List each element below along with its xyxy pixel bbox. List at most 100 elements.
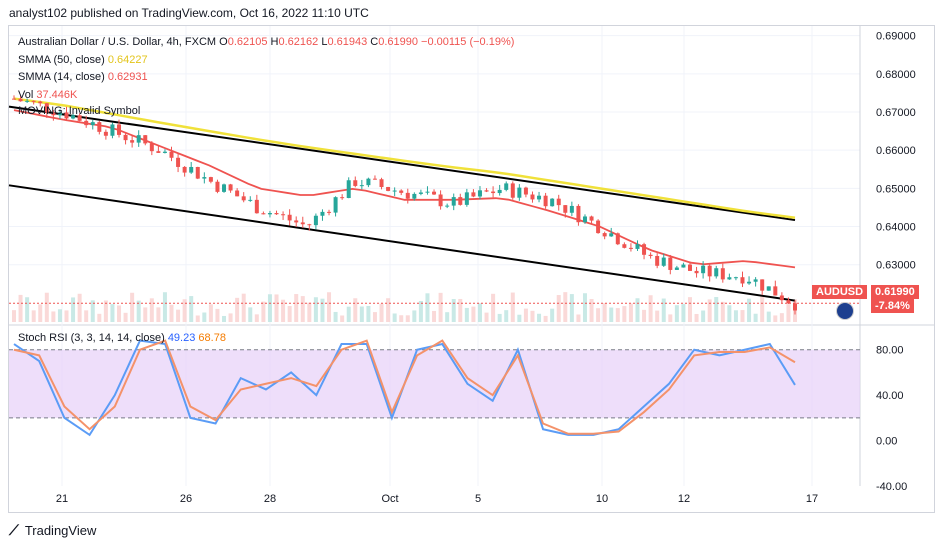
candle-body xyxy=(405,192,410,199)
candle-body xyxy=(412,193,417,199)
candle-body xyxy=(18,98,23,102)
candle-body xyxy=(648,254,653,256)
volume-bar xyxy=(418,300,423,322)
candle-body xyxy=(340,197,345,199)
candle-body xyxy=(589,216,594,221)
time-tick-label: 21 xyxy=(56,493,68,505)
volume-bar xyxy=(563,292,568,322)
candle-body xyxy=(747,281,752,284)
volume-bar xyxy=(287,306,292,322)
time-tick-label: Oct xyxy=(381,493,398,505)
candle-body xyxy=(786,300,791,304)
volume-bar xyxy=(642,309,647,322)
channel-upper-line xyxy=(8,105,796,222)
volume-bar xyxy=(727,305,732,322)
candle-body xyxy=(530,194,535,200)
price-tick-label: 0.65000 xyxy=(876,183,916,195)
candle-body xyxy=(471,192,476,197)
volume-bar xyxy=(464,307,469,322)
candle-body xyxy=(235,190,240,197)
candle-body xyxy=(333,197,338,213)
open-label: O xyxy=(219,36,228,48)
volume-bar xyxy=(25,297,30,322)
time-tick-label: 5 xyxy=(475,493,481,505)
volume-bar xyxy=(333,311,338,322)
volume-bar xyxy=(18,294,23,322)
candle-body xyxy=(38,101,43,104)
candle-body xyxy=(497,189,502,194)
candle-body xyxy=(241,196,246,201)
volume-bar xyxy=(136,300,141,322)
candle-body xyxy=(432,191,437,195)
smma50-legend: SMMA (50, close) 0.64227 xyxy=(18,54,148,66)
candle-body xyxy=(517,187,522,198)
candle-body xyxy=(386,187,391,191)
tradingview-logo[interactable]: ⟋ TradingView xyxy=(9,522,96,539)
candle-body xyxy=(215,181,220,192)
volume-bar xyxy=(110,304,115,322)
volume-bar xyxy=(235,297,240,322)
candle-body xyxy=(766,286,771,291)
volume-bar xyxy=(202,312,207,322)
candle-body xyxy=(760,279,765,291)
volume-bar xyxy=(281,299,286,322)
candle-body xyxy=(130,140,135,143)
candle-body xyxy=(51,112,56,116)
moving-label: MOVING: Invalid Symbol xyxy=(18,105,141,117)
candle-body xyxy=(327,211,332,213)
candle-body xyxy=(727,277,732,280)
candle-body xyxy=(491,191,496,194)
candle-body xyxy=(687,264,692,271)
candle-body xyxy=(294,220,299,223)
candle-body xyxy=(582,216,587,223)
volume-bar xyxy=(707,299,712,322)
stoch-tick-label: 40.00 xyxy=(876,390,904,402)
volume-bar xyxy=(90,300,95,322)
volume-bar xyxy=(320,298,325,322)
candle-body xyxy=(202,177,207,179)
time-tick-label: 28 xyxy=(264,493,276,505)
volume-bar xyxy=(182,299,187,322)
candle-body xyxy=(64,112,69,119)
volume-bar xyxy=(720,301,725,322)
smma50-value: 0.64227 xyxy=(107,54,148,66)
volume-bar xyxy=(228,313,233,322)
candle-body xyxy=(274,213,279,215)
stoch-tick-label: 80.00 xyxy=(876,345,904,357)
volume-bar xyxy=(537,313,542,322)
volume-bar xyxy=(661,298,666,322)
price-tick-label: 0.64000 xyxy=(876,222,916,234)
low-value: 0.61943 xyxy=(327,36,368,48)
candle-body xyxy=(281,214,286,216)
candle-body xyxy=(123,134,128,141)
candle-body xyxy=(353,180,358,186)
candle-body xyxy=(550,198,555,207)
candle-body xyxy=(733,277,738,279)
candle-body xyxy=(182,166,187,173)
candle-body xyxy=(602,233,607,237)
candle-body xyxy=(681,264,686,268)
volume-bar xyxy=(327,292,332,322)
candle-body xyxy=(307,224,312,226)
candle-body xyxy=(694,270,699,274)
volume-bar xyxy=(753,313,758,322)
volume-bar xyxy=(451,299,456,322)
volume-bar xyxy=(399,315,404,322)
volume-bar xyxy=(694,313,699,322)
candle-body xyxy=(418,192,423,194)
volume-bar xyxy=(44,292,49,322)
candle-body xyxy=(300,222,305,225)
volume-bar xyxy=(655,310,660,322)
volume-bar xyxy=(294,294,299,322)
publisher-header: analyst102 published on TradingView.com,… xyxy=(9,6,369,20)
candle-body xyxy=(12,98,16,100)
volume-bar xyxy=(64,310,69,322)
volume-bar xyxy=(71,297,76,322)
high-label: H xyxy=(270,36,279,48)
time-tick-label: 10 xyxy=(596,493,608,505)
candle-body xyxy=(720,268,725,280)
volume-bar xyxy=(432,310,437,322)
volume-bar xyxy=(248,307,253,322)
candle-body xyxy=(366,178,371,186)
